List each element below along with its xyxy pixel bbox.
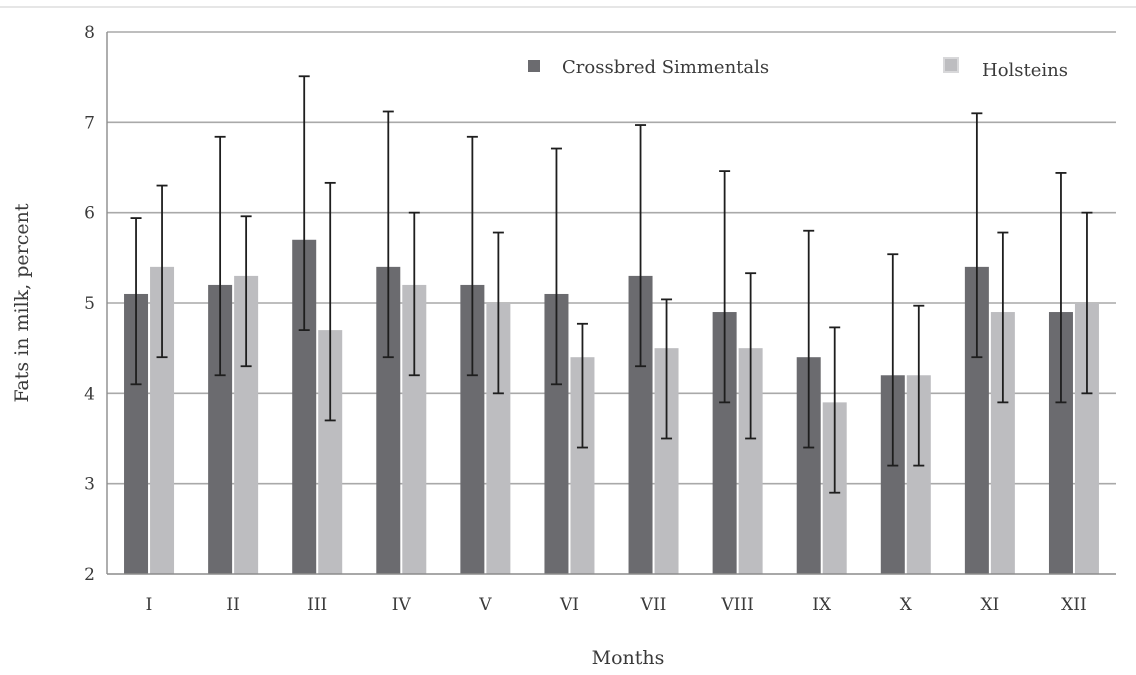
x-tick-label-ii: II <box>226 595 239 615</box>
y-tick-label-4: 4 <box>84 384 95 404</box>
x-tick-label-iii: III <box>307 595 327 615</box>
x-tick-label-ix: IX <box>812 595 832 615</box>
bars <box>124 239 1099 574</box>
x-tick-label-viii: VIII <box>720 595 753 615</box>
x-tick-label-i: I <box>146 595 153 615</box>
y-tick-label-5: 5 <box>84 294 95 314</box>
x-tick-label-xii: XII <box>1061 595 1087 615</box>
bar-crossbred-simmentals-i <box>124 293 149 574</box>
x-tick-label-iv: IV <box>392 595 412 615</box>
legend-label-crossbred-simmentals: Crossbred Simmentals <box>562 57 769 78</box>
x-tick-label-v: V <box>478 595 492 615</box>
x-tick-label-vii: VII <box>640 595 667 615</box>
x-tick-label-x: X <box>900 595 913 615</box>
y-tick-label-7: 7 <box>84 113 95 133</box>
grid-lines <box>107 31 1116 485</box>
legend: Crossbred Simmentals Holsteins <box>528 57 1068 81</box>
y-tick-label-6: 6 <box>84 204 95 224</box>
legend-swatch-holsteins <box>943 57 959 73</box>
error-bars <box>130 75 1093 494</box>
y-tick-label-8: 8 <box>84 23 95 43</box>
legend-swatch-crossbred-simmentals <box>528 60 540 72</box>
axes <box>106 32 1116 575</box>
x-axis-title: Months <box>592 647 665 669</box>
x-tick-label-vi: VI <box>559 595 579 615</box>
y-tick-label-3: 3 <box>84 475 95 495</box>
y-axis-title: Fats in milk, percent <box>11 203 33 402</box>
y-tick-label-2: 2 <box>84 565 95 585</box>
x-tick-label-xi: XI <box>980 595 999 615</box>
legend-label-holsteins: Holsteins <box>982 60 1068 81</box>
